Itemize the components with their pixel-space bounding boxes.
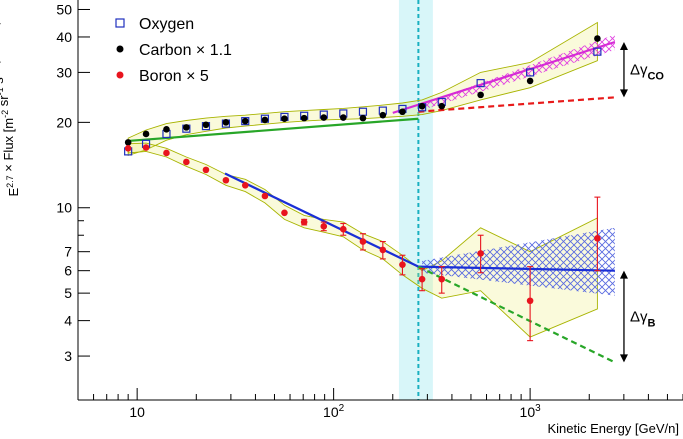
x-axis-title: Kinetic Energy [GeV/n] (547, 421, 679, 436)
oxygen-point (593, 47, 602, 56)
fit-line-3 (128, 117, 419, 143)
carbon-point (379, 111, 387, 119)
boron-point (320, 223, 328, 230)
boron-point (183, 158, 190, 166)
carbon-point (241, 117, 249, 125)
carbon-point (359, 114, 367, 122)
carbon-point (418, 102, 426, 110)
y-tick-label: 3 (64, 348, 72, 364)
carbon-point (399, 108, 406, 116)
boron-point (300, 218, 308, 226)
boron-point (399, 261, 406, 268)
legend-label: Oxygen (139, 16, 194, 33)
carbon-point (281, 115, 288, 123)
boron-point (418, 275, 426, 283)
boron-point (339, 225, 347, 233)
y-tick-label: 4 (64, 313, 72, 329)
boron-point (526, 297, 534, 305)
carbon-point (183, 124, 190, 131)
x-tick-label: 10 (129, 404, 145, 420)
boron-point (594, 235, 601, 242)
arrow-head-up (619, 41, 628, 50)
legend: Oxygen Carbon × 1.1 Boron × 5 (115, 16, 232, 85)
boron-point (359, 238, 367, 245)
y-tick-label: 5 (64, 285, 72, 301)
delta-gamma-label: ΔγCO (630, 62, 664, 83)
data-point-layer (124, 35, 602, 342)
carbon-point (222, 119, 230, 126)
y-tick-label: 6 (64, 263, 72, 279)
carbon-point (438, 102, 446, 110)
boron-point (379, 246, 387, 254)
boron-point (124, 145, 132, 152)
boron-point (477, 250, 484, 257)
y-tick-label: 10 (56, 200, 72, 216)
fit-line-0 (392, 40, 616, 114)
carbon-point (261, 116, 269, 124)
y-tick-label: 50 (56, 1, 72, 17)
carbon-point (142, 130, 150, 138)
carbon-point (526, 77, 534, 85)
oxygen-point (476, 79, 485, 88)
delta-gamma-label: ΔγB (630, 309, 656, 330)
y-axis-title: E2.7 × Flux [m-2 sr-1 s-1 (GeV/n)1.7] (0, 4, 21, 197)
boron-point (438, 275, 446, 283)
carbon-point (477, 91, 484, 99)
carbon-point (320, 114, 328, 121)
break-energy-band (398, 0, 433, 400)
boron-point (202, 166, 210, 174)
carbon-point (124, 139, 132, 146)
x-tick-label: 102 (323, 403, 345, 420)
legend-label: Carbon × 1.1 (139, 42, 232, 59)
legend-marker-oxygen (115, 18, 125, 28)
boron-point (222, 176, 230, 184)
background-layer (398, 0, 433, 400)
boron-point (281, 209, 288, 217)
carbon-point (300, 114, 308, 122)
legend-marker-boron (116, 71, 124, 79)
carbon-point (594, 35, 601, 42)
arrow-head-up (619, 270, 628, 279)
y-tick-label: 20 (56, 114, 72, 130)
fit-line-2 (418, 265, 615, 272)
boron-point (142, 144, 150, 151)
y-tick-label: 30 (56, 64, 72, 80)
y-tick-label: 7 (64, 244, 72, 260)
legend-label: Boron × 5 (139, 68, 209, 85)
carbon-point (339, 114, 347, 121)
carbon-point (163, 126, 170, 133)
boron-point (261, 192, 269, 200)
fit-line-5 (417, 265, 616, 364)
annotation-layer: ΔγCO ΔγB (619, 41, 664, 363)
fit-uncertainty-band-1 (422, 227, 615, 296)
oxygen-point (526, 68, 535, 77)
oxygen-point (241, 117, 250, 126)
legend-marker-carbon (116, 45, 124, 53)
x-tick-label: 103 (520, 403, 542, 420)
boron-point (163, 149, 170, 157)
y-tick-label: 40 (56, 29, 72, 45)
arrow-head-down (619, 354, 628, 363)
fit-line-layer (128, 40, 616, 364)
arrow-head-down (619, 89, 628, 98)
fit-line-4 (418, 96, 615, 113)
boron-point (241, 181, 249, 189)
fit-line-1 (224, 172, 419, 268)
carbon-point (202, 121, 210, 129)
